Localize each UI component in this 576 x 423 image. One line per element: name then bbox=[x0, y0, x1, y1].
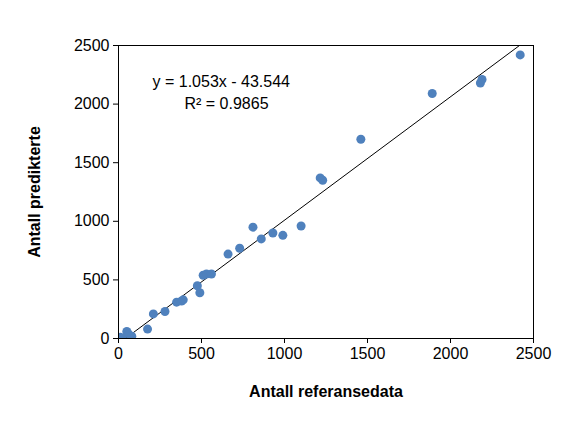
svg-text:1000: 1000 bbox=[74, 212, 110, 229]
svg-text:0: 0 bbox=[114, 345, 123, 362]
svg-text:y = 1.053x - 43.544: y = 1.053x - 43.544 bbox=[153, 73, 291, 90]
svg-text:1500: 1500 bbox=[350, 345, 386, 362]
svg-text:2500: 2500 bbox=[516, 345, 552, 362]
svg-text:1500: 1500 bbox=[74, 154, 110, 171]
svg-text:1000: 1000 bbox=[267, 345, 303, 362]
svg-text:Antall predikterte: Antall predikterte bbox=[26, 126, 43, 258]
svg-text:Antall referansedata: Antall referansedata bbox=[249, 383, 403, 400]
svg-text:2500: 2500 bbox=[74, 37, 110, 54]
svg-text:2000: 2000 bbox=[74, 95, 110, 112]
svg-text:500: 500 bbox=[83, 271, 110, 288]
svg-text:500: 500 bbox=[188, 345, 215, 362]
svg-text:R² = 0.9865: R² = 0.9865 bbox=[185, 95, 269, 112]
svg-text:0: 0 bbox=[101, 330, 110, 347]
svg-text:2000: 2000 bbox=[433, 345, 469, 362]
